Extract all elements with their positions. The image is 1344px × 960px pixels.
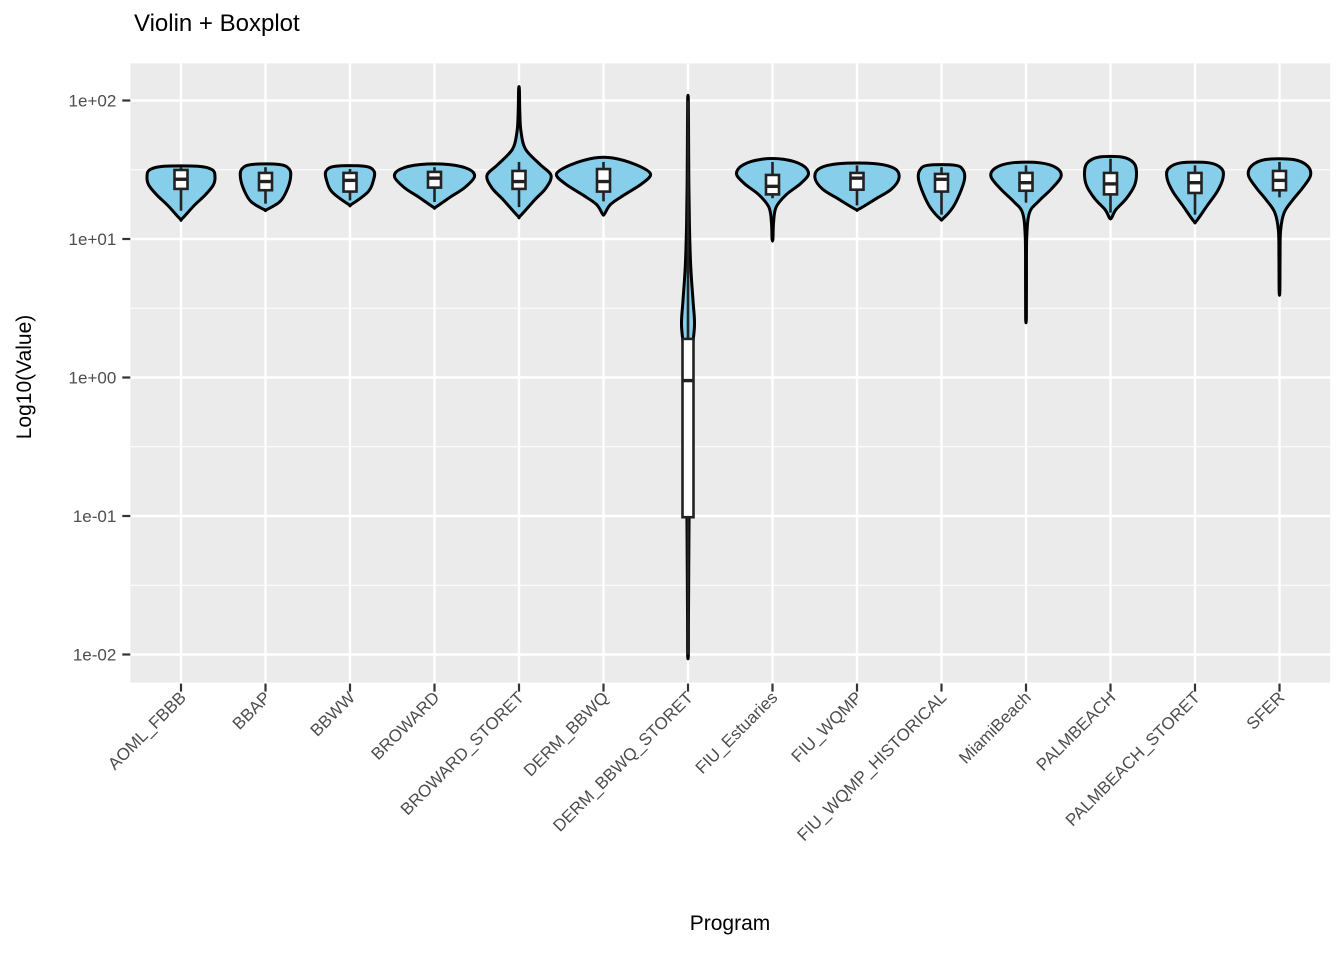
x-tick-label: SFER bbox=[1243, 688, 1288, 733]
x-tick-labels: AOML_FBBB BBAP BBWW BROWARDBROWARD_STORETDE… bbox=[104, 688, 1288, 845]
y-tick-labels: 1e+02 1e+01 1e+00 1e-01 1e-02 bbox=[69, 92, 117, 665]
x-tick-label: PALMBEACH bbox=[1033, 688, 1120, 775]
y-tick-label: 1e+00 bbox=[69, 369, 117, 388]
violin-SFER bbox=[1246, 157, 1313, 297]
x-tick-label: FIU_Estuaries bbox=[692, 688, 782, 778]
x-tick-label: DERM_BBWQ bbox=[520, 688, 612, 780]
box-FIU_WQMP bbox=[849, 171, 865, 191]
x-tick-label: FIU_WQMP_HISTORICAL bbox=[794, 688, 951, 845]
box-DERM_BBWQ_STORET bbox=[681, 337, 695, 519]
plot-panel bbox=[130, 63, 1331, 683]
y-tick-label: 1e-02 bbox=[73, 646, 116, 665]
x-tick-label: PALMBEACH_STORET bbox=[1062, 688, 1204, 830]
x-tick-label: BBWW bbox=[307, 688, 359, 740]
axis-ticks bbox=[122, 99, 1281, 692]
violin-MiamiBeach bbox=[989, 160, 1063, 325]
y-tick-label: 1e+02 bbox=[69, 92, 117, 111]
y-axis-title: Log10(Value) bbox=[13, 314, 36, 440]
violin-BROWARD_STORET bbox=[485, 85, 553, 220]
x-tick-label: FIU_WQMP bbox=[788, 688, 866, 766]
y-tick-label: 1e+01 bbox=[69, 230, 117, 249]
chart-title: Violin + Boxplot bbox=[134, 10, 300, 37]
x-axis-title: Program bbox=[689, 912, 771, 935]
violin-FIU_Estuaries bbox=[735, 157, 810, 243]
y-tick-label: 1e-01 bbox=[73, 507, 116, 526]
violins-and-boxes bbox=[145, 85, 1313, 661]
x-tick-label: BROWARD bbox=[368, 688, 444, 764]
box-BBWW bbox=[342, 171, 358, 193]
box-FIU_WQMP_HISTORICAL bbox=[933, 172, 950, 193]
x-tick-label: BBAP bbox=[229, 688, 275, 734]
x-tick-label: DERM_BBWQ_STORET bbox=[549, 688, 696, 835]
x-tick-label: MiamiBeach bbox=[955, 688, 1035, 768]
x-tick-label: AOML_FBBB bbox=[104, 688, 190, 774]
